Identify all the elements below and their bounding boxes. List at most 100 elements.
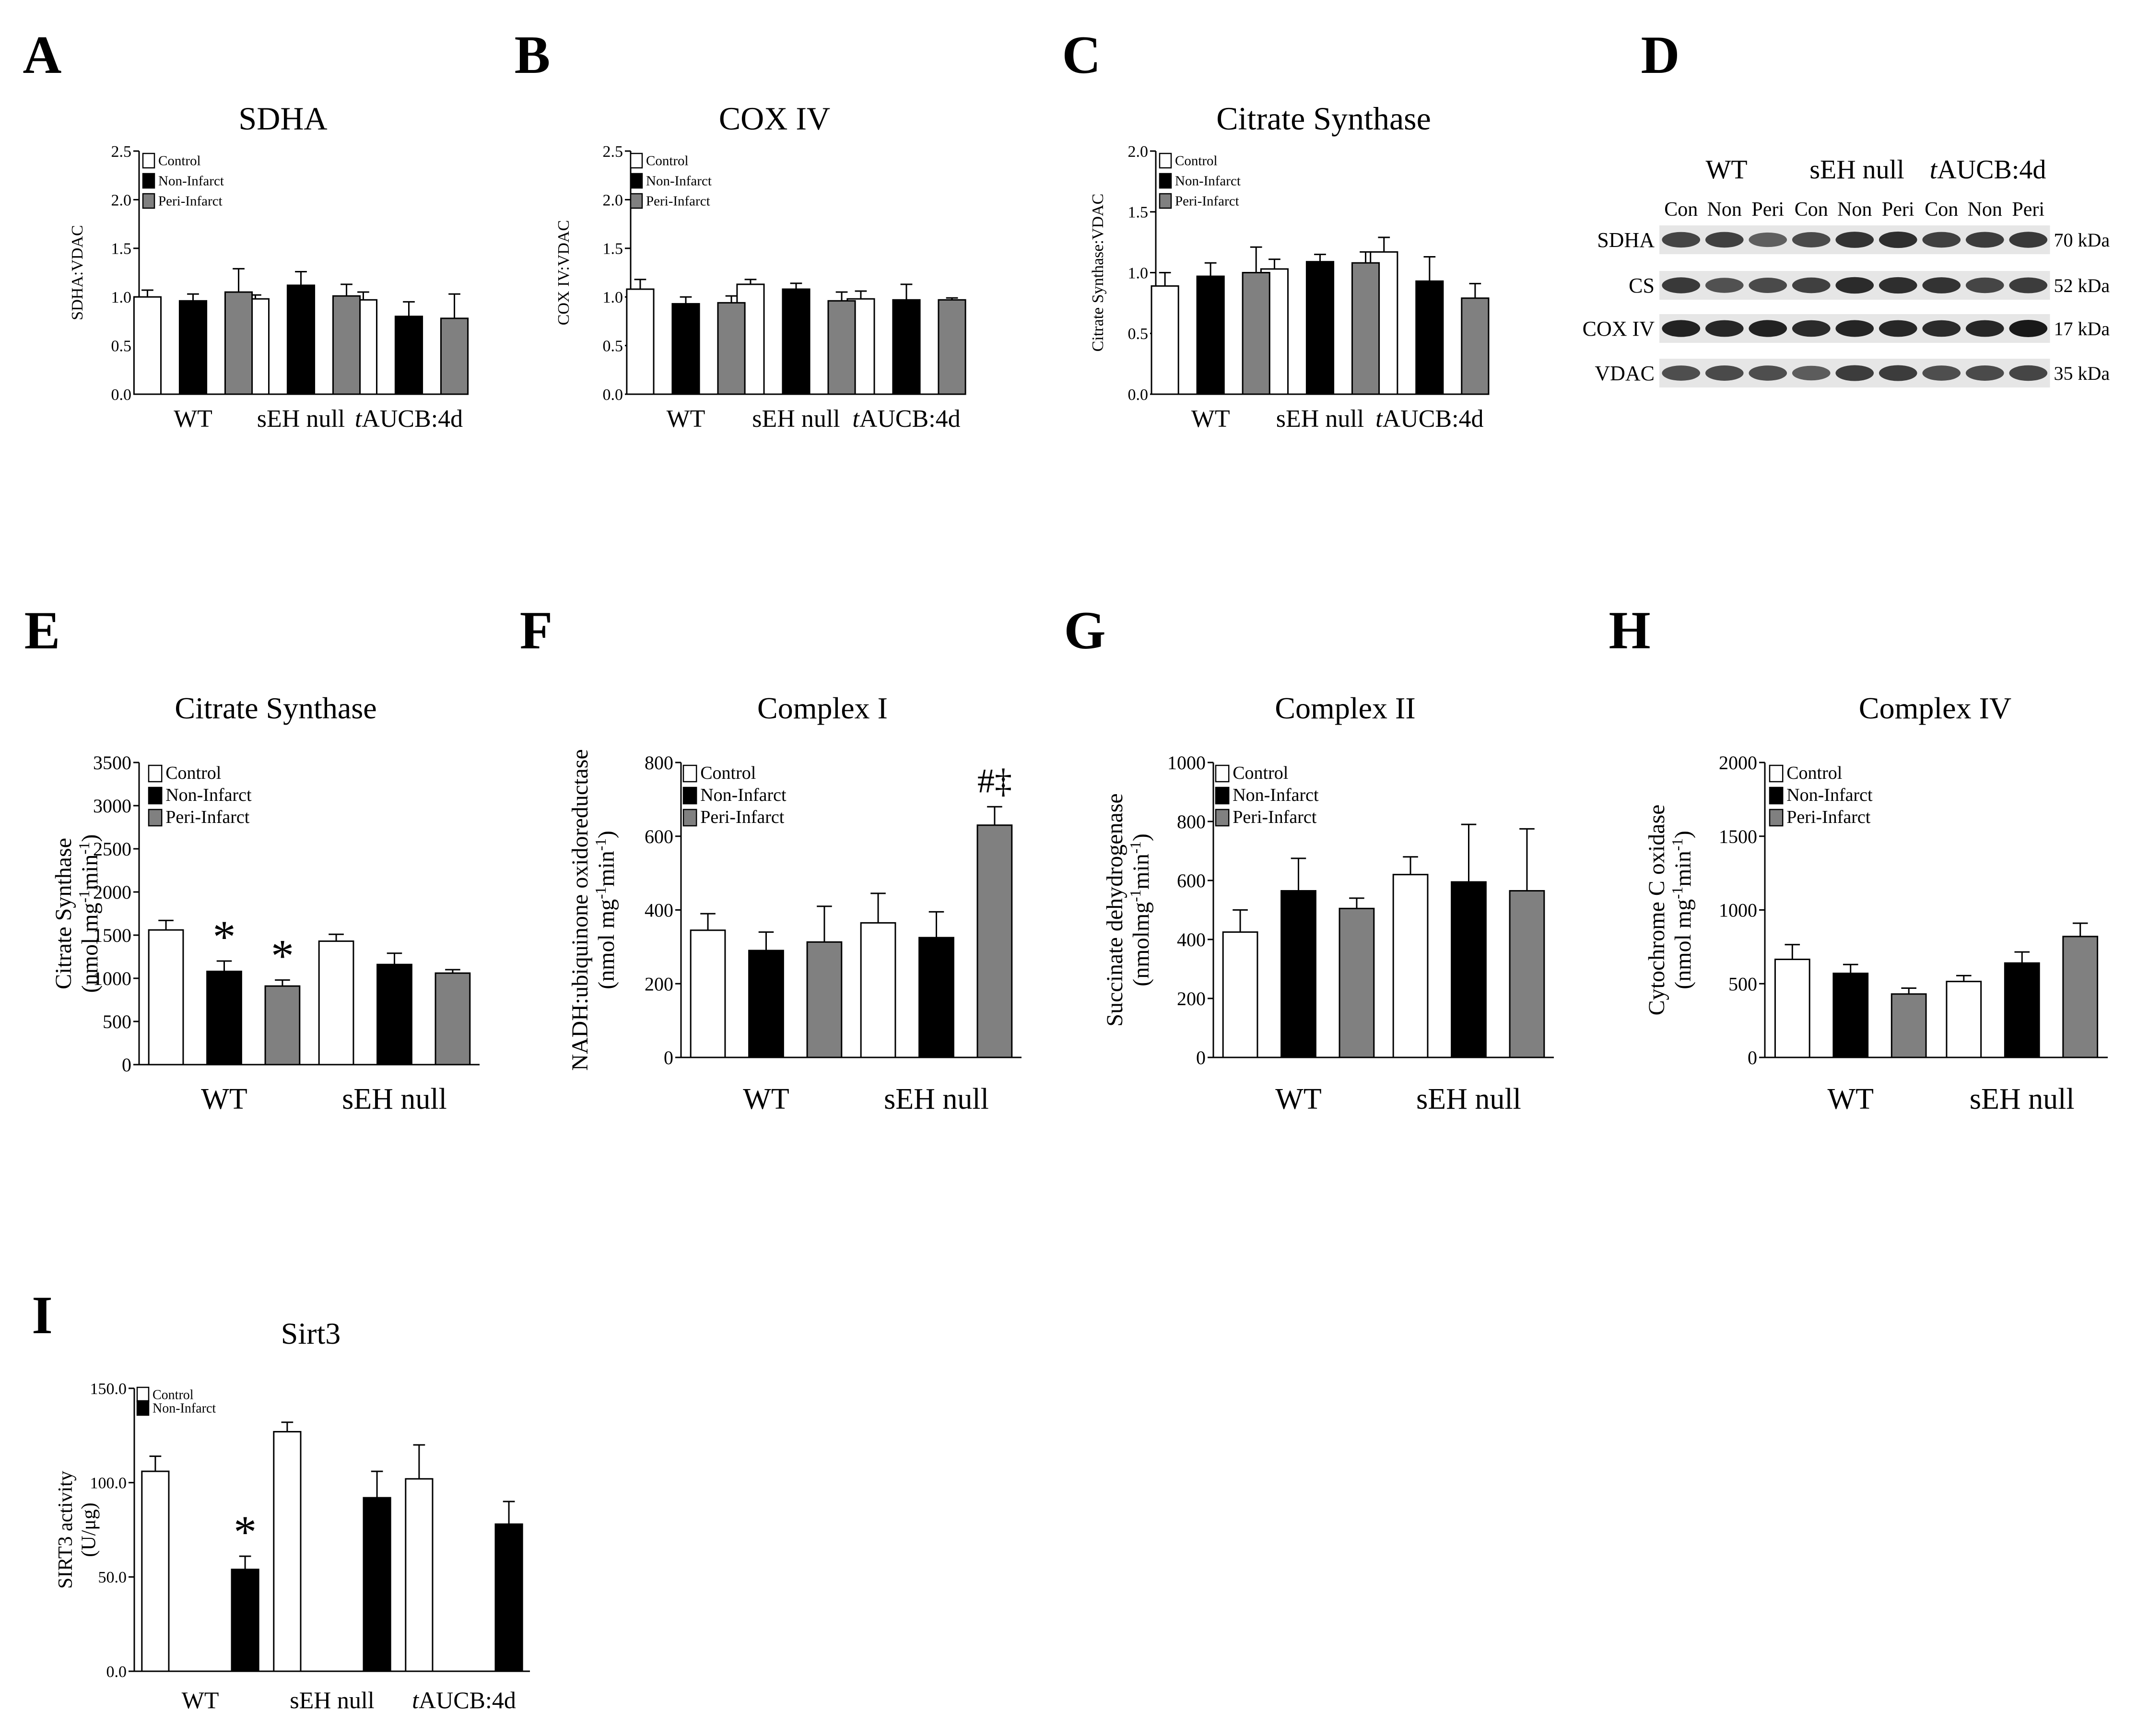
chart-title: Complex IV (1859, 691, 2011, 725)
bar-peri-infarct (827, 300, 856, 395)
legend-swatch (630, 152, 643, 169)
bar-peri-infarct (1339, 907, 1375, 1058)
chart-panel-i: I Sirt3 0.0 50.0 100.0 150.0 SIRT3 activity (U/… (32, 1286, 530, 1713)
bar-control (1946, 981, 1982, 1058)
legend-label: Peri-Infarct (646, 194, 710, 209)
bar-control (860, 922, 896, 1058)
legend-swatch (1159, 173, 1172, 189)
y-tick-label: 400 (1177, 929, 1206, 950)
bar-non-infarct (1451, 881, 1487, 1058)
y-axis-label: Citrate Synthase:VDAC (1089, 194, 1107, 352)
blot-row-label: VDAC (1595, 362, 1655, 385)
bar-peri-infarct (1351, 262, 1380, 395)
blot-size-label: 35 kDa (2054, 363, 2110, 384)
y-tick-label: 2.5 (111, 143, 132, 161)
significance-marker: * (234, 1506, 257, 1558)
x-category-label: tAUCB:4d (1375, 405, 1483, 433)
bar-control (273, 1431, 302, 1672)
blot-band (1705, 365, 1744, 381)
chart-title: Citrate Synthase (175, 691, 376, 725)
bar-peri-infarct (332, 295, 361, 395)
significance-marker: #‡ (977, 762, 1012, 800)
y-tick-label: 800 (1177, 811, 1206, 833)
x-category-label: WT (1275, 1083, 1321, 1115)
legend-swatch (148, 786, 163, 805)
blot-band (1792, 320, 1831, 337)
x-category-label: sEH null (884, 1083, 989, 1115)
y-tick-label: 2500 (93, 838, 131, 860)
legend-swatch (136, 1386, 150, 1403)
panel-letter: G (1064, 601, 1105, 660)
y-tick-label: 0.0 (1128, 386, 1149, 404)
legend-swatch (630, 173, 643, 189)
bar-control (405, 1478, 434, 1672)
legend-swatch (1769, 809, 1784, 827)
bar-control (1774, 959, 1810, 1058)
bar-control (690, 929, 726, 1058)
y-tick-label: 1000 (1719, 900, 1757, 921)
blot-row-label: CS (1629, 274, 1655, 297)
bar-non-infarct (206, 971, 242, 1066)
y-axis-label-units: (nmol mg-1min-1) (1669, 831, 1696, 989)
bar-non-infarct (1832, 973, 1869, 1058)
blot-band (1965, 365, 2004, 381)
y-tick-label: 0 (664, 1047, 673, 1068)
y-tick-label: 0.0 (111, 386, 132, 404)
y-axis-label: Cytochrome C oxidase (1644, 805, 1669, 1016)
bar-control (133, 296, 162, 395)
y-axis-label: Citrate Synthase (51, 838, 76, 989)
blot-lane-label: Con (1795, 199, 1828, 221)
bar-non-infarct (286, 284, 316, 395)
blot-band (1922, 232, 1961, 248)
blot-band (1792, 365, 1831, 381)
y-axis-label-units: (nmol mg-1min-1) (592, 831, 620, 989)
panel-letter: B (515, 25, 551, 85)
y-tick-label: 600 (1177, 870, 1206, 891)
x-category-label: sEH null (1970, 1083, 2075, 1115)
blot-band (1922, 365, 1961, 381)
bar-non-infarct (748, 950, 784, 1058)
blot-band (1879, 320, 1917, 337)
y-tick-label: 0.0 (603, 386, 623, 404)
y-tick-label: 1000 (93, 968, 131, 989)
blot-row-label: COX IV (1583, 317, 1655, 340)
y-tick-label: 200 (1177, 988, 1206, 1009)
blot-lane-label: Peri (1882, 199, 1914, 221)
blot-lane-label: Non (1968, 199, 2002, 221)
y-axis-label-units: (U/μg) (78, 1502, 100, 1557)
blot-size-label: 70 kDa (2054, 229, 2110, 251)
bar-non-infarct (231, 1569, 259, 1672)
x-category-label: sEH null (1276, 405, 1364, 433)
blot-lane-label: Peri (1751, 199, 1784, 221)
y-tick-label: 800 (645, 752, 673, 774)
legend-swatch (136, 1400, 150, 1416)
chart-title: Sirt3 (281, 1316, 341, 1350)
bar-peri-infarct (1509, 890, 1545, 1058)
y-tick-label: 500 (103, 1011, 131, 1032)
y-tick-label: 0.5 (111, 338, 132, 355)
bar-peri-infarct (806, 941, 843, 1058)
blot-lane-label: Con (1925, 199, 1958, 221)
y-axis-label: Succinate dehydrogenase (1102, 793, 1127, 1026)
y-tick-label: 150.0 (90, 1380, 127, 1398)
blot-band (1835, 277, 1874, 294)
blot-band (1749, 232, 1787, 247)
y-tick-label: 2.0 (603, 191, 623, 209)
y-tick-label: 1500 (93, 925, 131, 946)
x-category-label: tAUCB:4d (852, 405, 960, 433)
blot-band (1792, 277, 1831, 293)
x-category-label: sEH null (342, 1083, 447, 1115)
y-tick-label: 0 (122, 1054, 131, 1076)
blot-band (1835, 365, 1874, 381)
y-tick-label: 2000 (1719, 752, 1757, 774)
blot-band (1749, 365, 1787, 381)
blot-lane-label: Con (1664, 199, 1698, 221)
chart-title: COX IV (719, 100, 830, 137)
chart-panel-f: F Complex I 0 200 400 600 800 NADH:ubiquinone o… (520, 601, 1022, 1115)
y-tick-label: 0 (1748, 1047, 1757, 1068)
blot-band (1705, 232, 1744, 248)
bar-non-infarct (2004, 962, 2040, 1058)
panel-letter: E (24, 601, 60, 660)
bar-non-infarct (376, 963, 412, 1066)
legend-swatch (1159, 152, 1172, 169)
